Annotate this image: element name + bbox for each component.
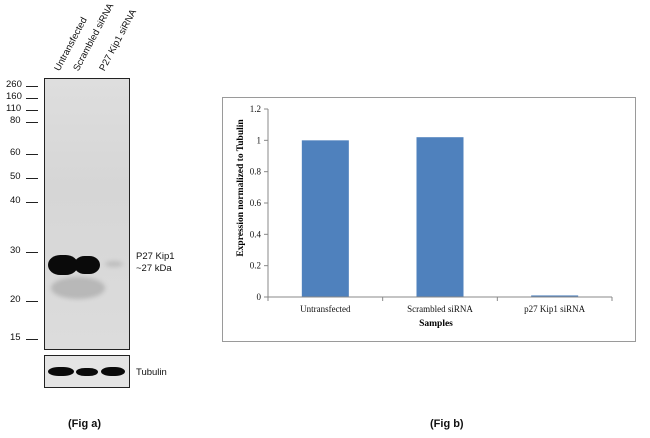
p27-band-lane-2 bbox=[74, 256, 100, 274]
y-tick-label: 0.4 bbox=[250, 229, 262, 239]
y-tick-label: 0.8 bbox=[250, 167, 262, 177]
marker-label: 110 bbox=[6, 103, 22, 114]
tubulin-label: Tubulin bbox=[136, 367, 167, 378]
bar bbox=[531, 295, 579, 297]
blot-membrane bbox=[44, 78, 130, 350]
marker-tick bbox=[26, 178, 38, 179]
bar-chart-frame bbox=[222, 97, 636, 342]
bar bbox=[301, 140, 349, 297]
marker-tick bbox=[26, 202, 38, 203]
x-tick-label: p27 Kip1 siRNA bbox=[524, 304, 586, 314]
figure-b-caption: (Fig b) bbox=[430, 418, 464, 430]
x-tick-label: Scrambled siRNA bbox=[407, 304, 473, 314]
y-tick-label: 0.2 bbox=[250, 261, 261, 271]
marker-tick bbox=[26, 252, 38, 253]
marker-tick bbox=[26, 110, 38, 111]
marker-label: 80 bbox=[10, 115, 21, 126]
band-label-line-2: ~27 kDa bbox=[136, 263, 172, 274]
marker-tick bbox=[26, 154, 38, 155]
marker-tick bbox=[26, 122, 38, 123]
x-tick-label: Untransfected bbox=[300, 304, 351, 314]
y-axis-title: Expression normalized to Tubulin bbox=[236, 119, 246, 257]
y-tick-label: 1.2 bbox=[250, 104, 261, 114]
marker-tick bbox=[26, 339, 38, 340]
tubulin-band-lane-3 bbox=[101, 367, 125, 376]
x-axis: Untransfected Scrambled siRNA p27 Kip1 siR… bbox=[267, 296, 613, 314]
marker-tick bbox=[26, 301, 38, 302]
bars bbox=[301, 137, 579, 297]
band-smear bbox=[51, 277, 105, 299]
x-axis-title: Samples bbox=[419, 319, 453, 329]
p27-band-lane-1 bbox=[48, 255, 78, 275]
marker-label: 20 bbox=[10, 294, 21, 305]
p27-band-lane-3-faint bbox=[105, 261, 123, 267]
marker-label: 60 bbox=[10, 147, 21, 158]
marker-label: 260 bbox=[6, 79, 22, 90]
y-axis: 0 0.2 0.4 0.6 0.8 1 1.2 bbox=[250, 104, 269, 302]
tubulin-band-lane-2 bbox=[76, 368, 98, 376]
marker-label: 15 bbox=[10, 332, 21, 343]
tubulin-blot bbox=[44, 355, 130, 388]
y-tick-label: 0.6 bbox=[250, 198, 262, 208]
bar bbox=[416, 137, 464, 297]
band-label-line-1: P27 Kip1 bbox=[136, 251, 175, 262]
marker-tick bbox=[26, 86, 38, 87]
marker-label: 50 bbox=[10, 171, 21, 182]
marker-tick bbox=[26, 98, 38, 99]
y-tick-label: 0 bbox=[257, 292, 262, 302]
marker-label: 160 bbox=[6, 91, 22, 102]
y-tick-label: 1 bbox=[257, 135, 262, 145]
figure-a-caption: (Fig a) bbox=[68, 418, 101, 430]
marker-label: 30 bbox=[10, 245, 21, 256]
marker-label: 40 bbox=[10, 195, 21, 206]
tubulin-band-lane-1 bbox=[48, 367, 74, 376]
